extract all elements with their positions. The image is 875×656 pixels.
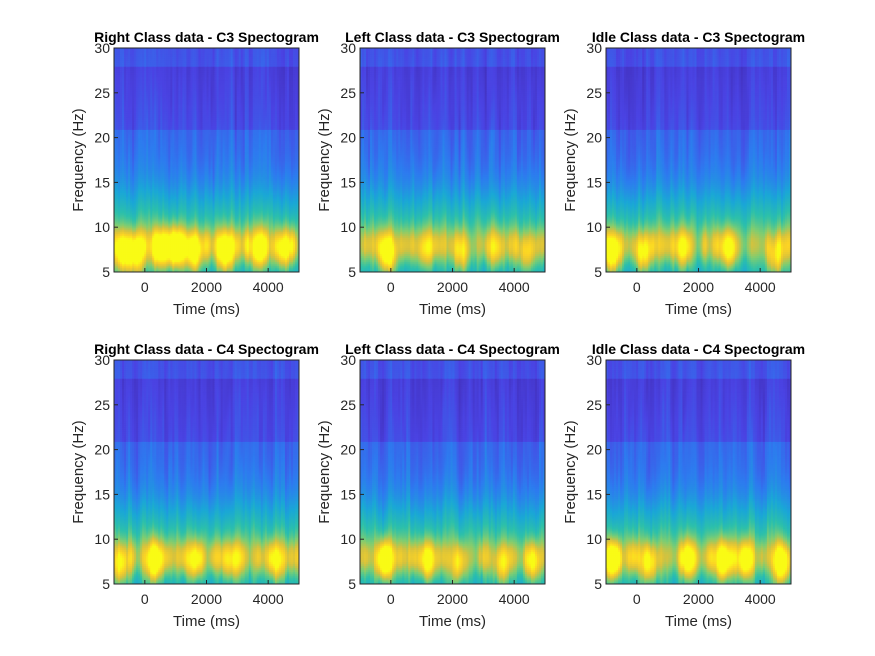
y-tick-label: 15 bbox=[94, 486, 110, 502]
x-tick-label: 4000 bbox=[253, 591, 284, 607]
x-tick-label: 2000 bbox=[437, 591, 468, 607]
heatmap-image bbox=[114, 360, 299, 584]
chart-title: Left Class data - C4 Spectogram bbox=[345, 341, 560, 357]
y-axis-label: Frequency (Hz) bbox=[316, 420, 333, 523]
y-axis-label: Frequency (Hz) bbox=[562, 420, 579, 523]
x-tick-label: 4000 bbox=[253, 279, 284, 295]
x-tick-label: 4000 bbox=[499, 279, 530, 295]
y-axis-label: Frequency (Hz) bbox=[316, 108, 333, 211]
y-tick-label: 10 bbox=[586, 531, 602, 547]
y-tick-label: 5 bbox=[594, 264, 602, 280]
x-tick-label: 0 bbox=[141, 591, 149, 607]
y-tick-label: 15 bbox=[340, 174, 356, 190]
y-tick-label: 20 bbox=[340, 442, 356, 458]
y-tick-label: 10 bbox=[340, 219, 356, 235]
chart-title: Right Class data - C4 Spectogram bbox=[94, 341, 319, 357]
y-tick-label: 20 bbox=[586, 442, 602, 458]
x-tick-label: 0 bbox=[387, 279, 395, 295]
y-tick-label: 25 bbox=[94, 85, 110, 101]
y-tick-label: 25 bbox=[586, 397, 602, 413]
heatmap-image bbox=[114, 48, 299, 272]
y-tick-label: 20 bbox=[94, 442, 110, 458]
x-tick-label: 0 bbox=[141, 279, 149, 295]
y-tick-label: 5 bbox=[348, 264, 356, 280]
heatmap-image bbox=[360, 360, 545, 584]
x-tick-label: 0 bbox=[633, 591, 641, 607]
x-axis-label: Time (ms) bbox=[665, 613, 732, 630]
x-axis-label: Time (ms) bbox=[419, 613, 486, 630]
heatmap-image bbox=[606, 48, 791, 272]
x-axis-label: Time (ms) bbox=[419, 301, 486, 318]
x-tick-label: 0 bbox=[387, 591, 395, 607]
y-tick-label: 15 bbox=[94, 174, 110, 190]
y-tick-label: 5 bbox=[102, 264, 110, 280]
x-tick-label: 0 bbox=[633, 279, 641, 295]
y-tick-label: 5 bbox=[594, 576, 602, 592]
y-axis-label: Frequency (Hz) bbox=[70, 108, 87, 211]
x-axis-label: Time (ms) bbox=[173, 301, 240, 318]
y-tick-label: 10 bbox=[94, 531, 110, 547]
heatmap-image bbox=[360, 48, 545, 272]
y-tick-label: 25 bbox=[586, 85, 602, 101]
y-tick-label: 15 bbox=[586, 486, 602, 502]
x-tick-label: 2000 bbox=[191, 279, 222, 295]
y-tick-label: 10 bbox=[586, 219, 602, 235]
chart-title: Right Class data - C3 Spectogram bbox=[94, 29, 319, 45]
y-tick-label: 5 bbox=[348, 576, 356, 592]
y-axis-label: Frequency (Hz) bbox=[562, 108, 579, 211]
x-tick-label: 4000 bbox=[745, 591, 776, 607]
x-tick-label: 2000 bbox=[191, 591, 222, 607]
y-tick-label: 25 bbox=[94, 397, 110, 413]
y-tick-label: 20 bbox=[586, 130, 602, 146]
chart-title: Idle Class data - C3 Spectogram bbox=[592, 29, 805, 45]
y-tick-label: 15 bbox=[586, 174, 602, 190]
x-tick-label: 2000 bbox=[437, 279, 468, 295]
x-axis-label: Time (ms) bbox=[665, 301, 732, 318]
chart-title: Idle Class data - C4 Spectogram bbox=[592, 341, 805, 357]
heatmap-image bbox=[606, 360, 791, 584]
y-tick-label: 10 bbox=[340, 531, 356, 547]
y-tick-label: 25 bbox=[340, 85, 356, 101]
y-tick-label: 25 bbox=[340, 397, 356, 413]
chart-title: Left Class data - C3 Spectogram bbox=[345, 29, 560, 45]
y-tick-label: 5 bbox=[102, 576, 110, 592]
x-axis-label: Time (ms) bbox=[173, 613, 240, 630]
y-tick-label: 15 bbox=[340, 486, 356, 502]
y-tick-label: 10 bbox=[94, 219, 110, 235]
y-tick-label: 20 bbox=[94, 130, 110, 146]
x-tick-label: 4000 bbox=[499, 591, 530, 607]
y-axis-label: Frequency (Hz) bbox=[70, 420, 87, 523]
x-tick-label: 2000 bbox=[683, 591, 714, 607]
y-tick-label: 20 bbox=[340, 130, 356, 146]
x-tick-label: 2000 bbox=[683, 279, 714, 295]
x-tick-label: 4000 bbox=[745, 279, 776, 295]
